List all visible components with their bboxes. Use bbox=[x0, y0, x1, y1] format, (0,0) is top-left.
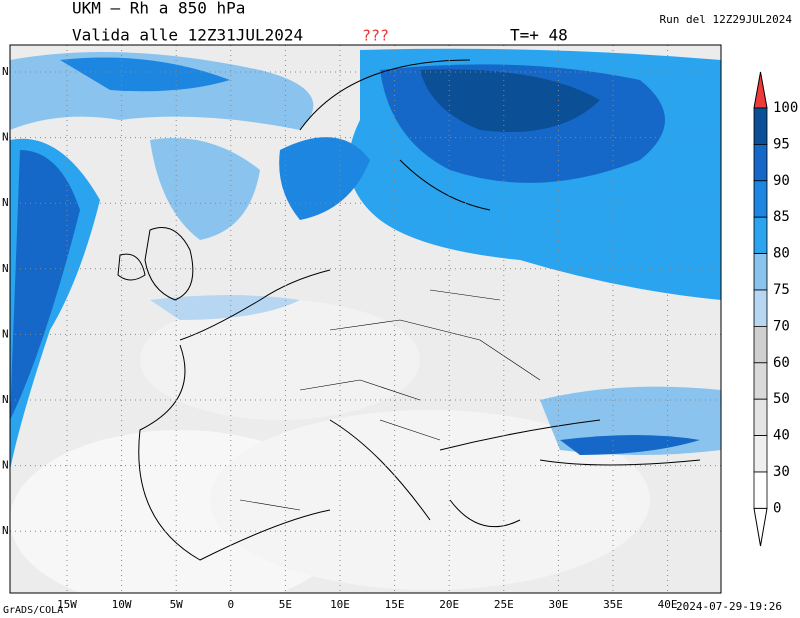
colorbar-bin bbox=[753, 325, 768, 364]
colorbar-bin bbox=[753, 143, 768, 182]
colorbar-label: 0 bbox=[773, 500, 781, 516]
lat-label: N bbox=[2, 262, 9, 275]
lon-label: 0 bbox=[227, 598, 234, 611]
colorbar-bin bbox=[753, 180, 768, 218]
colorbar-label: 40 bbox=[773, 428, 790, 444]
lat-label: N bbox=[2, 393, 9, 406]
colorbar-label: 80 bbox=[773, 246, 790, 262]
colorbar-bin bbox=[753, 398, 768, 437]
colorbar-top bbox=[753, 71, 768, 109]
colorbar-bin bbox=[753, 362, 768, 400]
coastline bbox=[138, 59, 701, 561]
coastline bbox=[117, 227, 194, 301]
lon-label: 5W bbox=[170, 598, 184, 611]
credit: GrADS/COLA bbox=[3, 605, 63, 616]
lon-label: 25E bbox=[494, 598, 514, 611]
graticule: 15W 10W 5W 0 5E 10E 15E 20E 25E 30E 35E 40E N N N N N N N N bbox=[2, 45, 721, 611]
colorbar-bin bbox=[753, 289, 768, 327]
colorbar: 100 95 90 85 80 75 70 60 50 40 30 0 bbox=[753, 71, 798, 547]
colorbar-label: 75 bbox=[773, 282, 790, 298]
lon-label: 35E bbox=[603, 598, 623, 611]
colorbar-label: 60 bbox=[773, 355, 790, 371]
colorbar-label: 90 bbox=[773, 173, 790, 189]
lon-label: 10W bbox=[112, 598, 132, 611]
lon-label: 30E bbox=[548, 598, 568, 611]
lon-label: 20E bbox=[439, 598, 459, 611]
lat-label: N bbox=[2, 459, 9, 472]
lat-label: N bbox=[2, 131, 9, 144]
field-area bbox=[210, 410, 650, 590]
colorbar-label: 85 bbox=[773, 209, 790, 225]
humid-area bbox=[279, 137, 370, 220]
map-field bbox=[10, 45, 721, 593]
colorbar-bin bbox=[753, 435, 768, 473]
colorbar-label: 95 bbox=[773, 136, 790, 152]
colorbar-bin bbox=[753, 471, 768, 509]
humid-area bbox=[560, 435, 700, 455]
colorbar-bin bbox=[753, 107, 768, 145]
lon-label: 40E bbox=[658, 598, 678, 611]
colorbar-label: 100 bbox=[773, 100, 798, 116]
humid-area bbox=[60, 57, 230, 92]
colorbar-bin bbox=[753, 216, 768, 254]
colorbar-label: 70 bbox=[773, 318, 790, 334]
timestamp: 2024-07-29-19:26 bbox=[676, 600, 782, 613]
lon-label: 15E bbox=[385, 598, 405, 611]
title: UKM – Rh a 850 hPa bbox=[72, 0, 245, 18]
lon-label: 15W bbox=[57, 598, 77, 611]
forecast-step: T=+ 48 bbox=[510, 26, 568, 45]
run-label: Run del 12Z29JUL2024 bbox=[660, 13, 793, 26]
border bbox=[239, 289, 541, 511]
valid-time: Valida alle 12Z31JUL2024 bbox=[72, 26, 303, 45]
humid-area bbox=[420, 69, 600, 132]
colorbar-label: 30 bbox=[773, 464, 790, 480]
humid-area bbox=[150, 295, 300, 320]
colorbar-label: 50 bbox=[773, 391, 790, 407]
colorbar-bottom bbox=[753, 507, 768, 547]
field-area bbox=[140, 300, 420, 420]
map-frame bbox=[9, 44, 722, 594]
lat-label: N bbox=[2, 327, 9, 340]
lon-label: 10E bbox=[330, 598, 350, 611]
lat-label: N bbox=[2, 524, 9, 537]
lat-label: N bbox=[2, 65, 9, 78]
lat-label: N bbox=[2, 196, 9, 209]
lon-label: 5E bbox=[279, 598, 292, 611]
colorbar-bin bbox=[753, 253, 768, 291]
humid-area bbox=[150, 138, 260, 240]
flag: ??? bbox=[362, 27, 389, 45]
humid-area bbox=[10, 150, 80, 420]
